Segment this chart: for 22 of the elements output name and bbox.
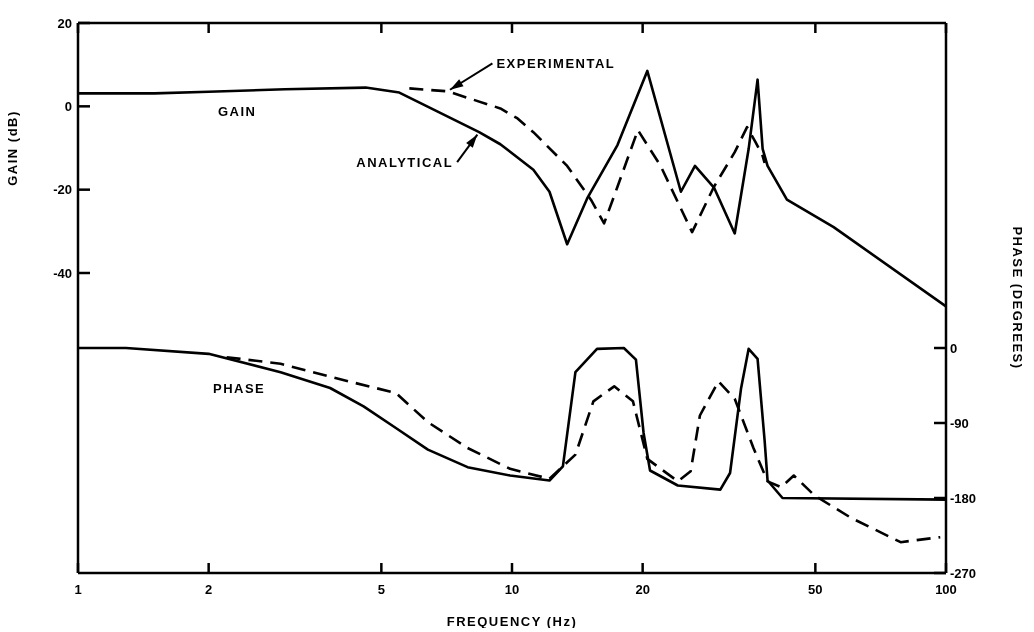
y-tick-label: 20 — [57, 15, 72, 31]
y-axis-title: GAIN (dB) — [4, 110, 20, 186]
text: ANALYTICAL — [356, 155, 454, 171]
x-tick-label: 1 — [74, 582, 82, 598]
y-tick-label: 0 — [64, 98, 72, 114]
annotation: GAIN — [218, 104, 257, 119]
x-axis-title: FREQUENCY (Hz) — [446, 614, 578, 629]
x-tick-label: 20 — [635, 582, 650, 598]
y2-tick-label: -270 — [950, 565, 977, 581]
annotation: PHASE — [213, 381, 266, 396]
x-tick-label: 100 — [935, 582, 957, 598]
y2-tick-label: -180 — [950, 490, 977, 506]
y2-tick-label: -90 — [950, 415, 969, 431]
x-tick-label: 2 — [205, 582, 213, 598]
y-tick-label: -20 — [53, 182, 72, 198]
y-tick-label: -40 — [53, 265, 72, 281]
y2-tick-label: 0 — [950, 340, 958, 356]
x-tick-label: 10 — [504, 582, 520, 598]
x-tick-label: 5 — [377, 582, 385, 598]
y2-axis-title: PHASE (DEGREES) — [1010, 226, 1026, 370]
text: EXPERIMENTAL — [496, 56, 616, 72]
x-tick-label: 50 — [808, 582, 823, 598]
